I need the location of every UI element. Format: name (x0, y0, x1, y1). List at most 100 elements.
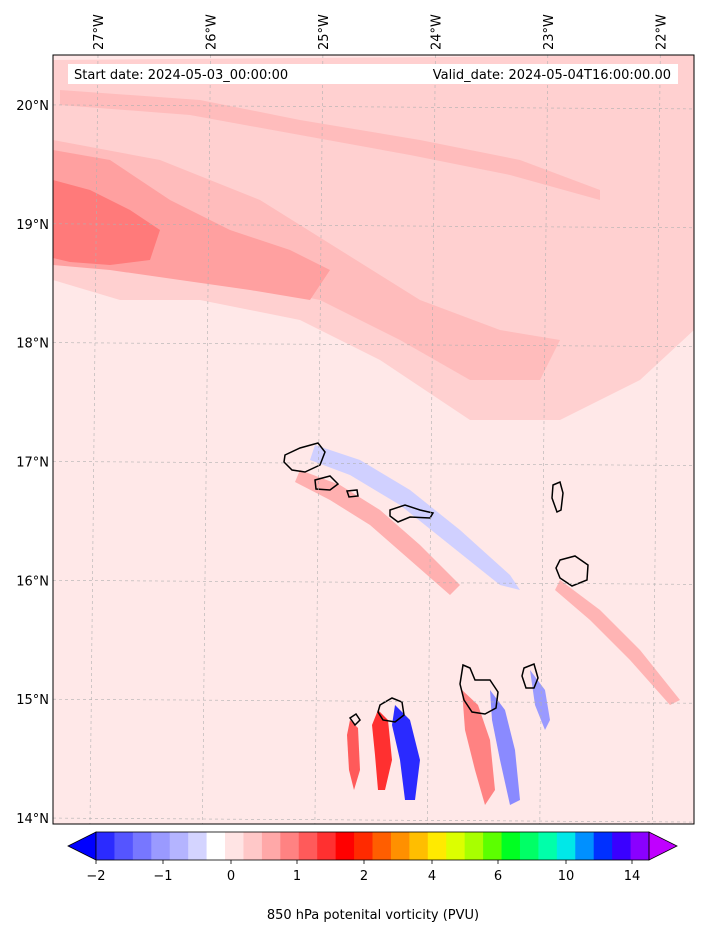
island-maio (521, 662, 539, 689)
colorbar-segment (335, 832, 355, 860)
wake-brava-red (347, 720, 360, 790)
pv-band-light (53, 55, 694, 420)
colorbar-tick-label: −2 (86, 869, 105, 884)
gridlines (53, 55, 694, 824)
colorbar-segment (483, 832, 503, 860)
colorbar-segment (427, 832, 447, 860)
valid-date-label: Valid_date: 2024-05-04T16:00:00.00 (433, 68, 671, 83)
wake-santiago-blue (490, 690, 520, 805)
longitude-label: 26°W (204, 14, 219, 50)
meridian-line (202, 55, 211, 824)
colorbar-segment (354, 832, 373, 860)
colorbar-segment (538, 832, 558, 860)
colorbar-segment (372, 832, 392, 860)
longitude-label: 24°W (429, 14, 444, 50)
parallel-line (53, 698, 694, 704)
colorbar-segment (280, 832, 300, 860)
meridian-line (427, 55, 436, 824)
pv-streaks-north (60, 90, 600, 200)
island-santiago (459, 663, 499, 715)
latitude-label: 20°N (16, 99, 49, 114)
coastlines (283, 442, 589, 727)
colorbar-ticks: −2 −1 0 1 2 4 6 10 14 (86, 860, 640, 884)
colorbar-segment (519, 832, 539, 860)
map-frame (52, 54, 695, 825)
colorbar-segment (225, 832, 244, 860)
latitude-label: 19°N (16, 218, 49, 233)
meridian-line (89, 55, 99, 824)
info-bar (68, 64, 678, 84)
pv-band-strong (53, 180, 160, 265)
colorbar-tick-label: 0 (227, 869, 235, 884)
wake-streak-sal (555, 580, 680, 705)
pv-field (53, 55, 694, 805)
colorbar-segment (114, 832, 134, 860)
colorbar-segment (96, 832, 115, 860)
latitude-label: 15°N (16, 693, 49, 708)
colorbar-segment (630, 832, 650, 860)
longitude-label: 27°W (92, 14, 107, 50)
colorbar-label: 850 hPa potenital vorticity (PVU) (267, 908, 479, 923)
colorbar-segment (151, 832, 171, 860)
longitude-label: 22°W (654, 14, 669, 50)
colorbar-extend-max (648, 831, 678, 861)
island-sao-nicolau (389, 504, 435, 523)
island-santa-luzia (345, 489, 359, 498)
colorbar-segment (206, 832, 226, 860)
island-santo-antao (283, 442, 326, 473)
colorbar-segment (409, 832, 429, 860)
parallel-line (53, 342, 694, 347)
wake-streak-santo-antao (310, 445, 520, 590)
colorbar-tick-label: 4 (428, 869, 436, 884)
longitude-labels: 27°W 26°W 25°W 24°W 23°W 22°W (92, 14, 669, 50)
meridian-line (539, 55, 549, 824)
colorbar-tick-label: 6 (494, 869, 502, 884)
latitude-label: 14°N (16, 812, 49, 827)
colorbar-tick-label: 1 (293, 869, 301, 884)
colorbar-tick-label: 2 (360, 869, 368, 884)
longitude-label: 25°W (317, 14, 332, 50)
colorbar-extend-min (67, 831, 97, 861)
latitude-labels: 20°N 19°N 18°N 17°N 16°N 15°N 14°N (16, 99, 49, 827)
latitude-label: 16°N (16, 574, 49, 589)
colorbar-segment (317, 832, 337, 860)
colorbar-tick-label: 14 (624, 869, 641, 884)
parallel-line (53, 817, 694, 823)
island-sal (551, 480, 564, 514)
colorbar-segment (446, 832, 466, 860)
colorbar-segment (390, 832, 410, 860)
colorbar-segment (556, 832, 576, 860)
colorbar-segment (243, 832, 263, 860)
island-boa-vista (555, 555, 589, 587)
colorbar-segment (261, 832, 281, 860)
meridian-line (314, 55, 324, 824)
colorbar-segment (298, 832, 318, 860)
longitude-label: 23°W (542, 14, 557, 50)
wake-santiago-red (462, 690, 495, 805)
parallel-line (53, 223, 694, 229)
colorbar-segment (169, 832, 189, 860)
wake-streak-santo-antao-red (295, 470, 460, 595)
colorbar-segment (575, 832, 595, 860)
colorbar-segment (593, 832, 613, 860)
island-fogo (377, 697, 405, 723)
colorbar-segment (188, 832, 208, 860)
latitude-label: 17°N (16, 455, 49, 470)
colorbar-tick-label: −1 (153, 869, 172, 884)
colorbar-frame (95, 831, 650, 861)
wake-fogo-red (372, 710, 392, 790)
parallel-line (53, 461, 694, 466)
island-sao-vicente (314, 475, 340, 491)
start-date-label: Start date: 2024-05-03_00:00:00 (74, 68, 288, 83)
meridian-line (651, 55, 661, 824)
colorbar-segment (612, 832, 632, 860)
wake-fogo-blue (392, 705, 420, 800)
parallel-line (53, 104, 694, 110)
parallel-line (53, 580, 694, 585)
island-brava (348, 712, 361, 727)
colorbar-segment (464, 832, 484, 860)
latitude-label: 18°N (16, 337, 49, 352)
colorbar-tick-label: 10 (558, 869, 575, 884)
colorbar-segment (501, 832, 521, 860)
